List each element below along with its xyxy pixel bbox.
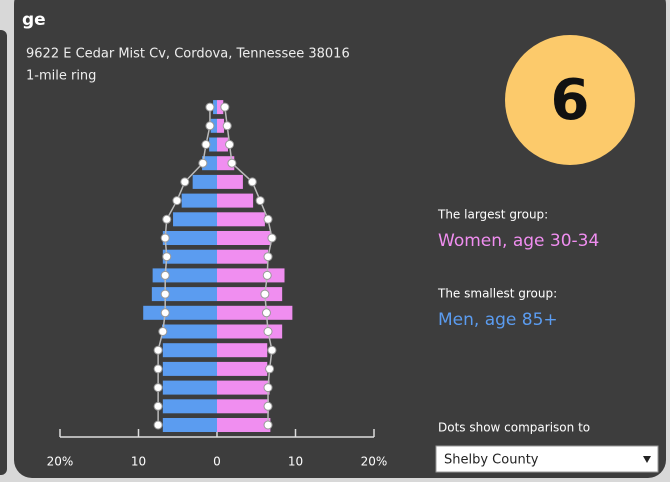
largest-value: Women, age 30-34 <box>438 231 599 251</box>
bar <box>162 324 217 339</box>
bar <box>217 361 268 376</box>
bar <box>152 268 217 283</box>
bar <box>217 231 272 245</box>
bar <box>162 361 217 376</box>
select-arrow <box>643 456 651 463</box>
comparison-dot <box>153 364 163 374</box>
comparison-dot <box>205 102 215 112</box>
bar <box>217 118 225 133</box>
comparison-dot <box>222 121 232 131</box>
comparison-dot <box>267 345 277 355</box>
comparison-dot <box>255 196 265 206</box>
comparison-dot <box>262 270 272 280</box>
comparison-dot <box>160 233 170 243</box>
comparison-dot <box>153 345 163 355</box>
comparison-dot <box>263 420 273 430</box>
comparison-dot <box>180 177 190 187</box>
largest-label: The largest group: <box>437 208 548 222</box>
badge <box>505 35 635 165</box>
x-tick-label: 20% <box>47 455 74 469</box>
comparison-dot <box>160 289 170 299</box>
bar <box>217 399 269 414</box>
bar <box>143 305 217 320</box>
bar <box>209 137 217 152</box>
bar <box>217 137 228 152</box>
comparison-dot <box>198 158 208 168</box>
bar <box>151 287 217 302</box>
comparison-dot <box>263 252 273 262</box>
comparison-dot <box>153 383 163 393</box>
bar <box>162 380 217 395</box>
comparison-dot <box>261 308 271 318</box>
smallest-value: Men, age 85+ <box>438 310 558 330</box>
bar <box>217 380 270 395</box>
ring: 1-mile ring <box>26 69 96 84</box>
bar <box>217 305 293 320</box>
comparison-dot <box>201 140 211 149</box>
bar <box>162 249 217 264</box>
x-tick-label: 10 <box>288 455 303 469</box>
comparison-dot <box>160 270 170 280</box>
title: ge <box>22 10 46 30</box>
comparison-dot <box>227 158 237 168</box>
comparison-dot <box>153 401 163 411</box>
bar <box>162 343 217 358</box>
comparison-dot <box>263 214 273 224</box>
bar <box>217 418 271 432</box>
comparison-dot <box>220 102 230 112</box>
bar <box>217 268 285 283</box>
comparison-dot <box>172 196 182 206</box>
bar <box>217 287 283 302</box>
compare-label: Dots show comparison to <box>438 421 590 435</box>
bar <box>181 193 217 208</box>
bar <box>213 100 217 115</box>
comparison-dot <box>263 401 273 411</box>
bar <box>217 212 265 227</box>
comparison-dot <box>160 308 170 318</box>
comparison-dot <box>225 140 235 149</box>
comparison-dot <box>260 289 270 299</box>
comparison-dot <box>162 252 172 262</box>
compare-select-text: Shelby County <box>444 453 539 468</box>
bar <box>192 174 217 189</box>
comparison-dot <box>263 383 273 393</box>
comparison-dot <box>263 327 273 336</box>
x-tick-label: 20% <box>361 455 388 469</box>
smallest-label: The smallest group: <box>437 287 557 301</box>
side-panel <box>0 30 7 475</box>
bar <box>162 399 217 414</box>
x-tick-label: 0 <box>213 455 221 469</box>
comparison-dot <box>247 177 257 187</box>
bar <box>217 249 269 264</box>
bar <box>162 418 217 432</box>
comparison-dot <box>265 364 275 374</box>
comparison-dot <box>153 420 163 430</box>
x-tick-label: 10 <box>131 455 146 469</box>
compare-select[interactable] <box>435 445 659 473</box>
subtitle: 9622 E Cedar Mist Cv, Cordova, Tennessee… <box>26 47 350 62</box>
comparison-dot <box>267 233 277 243</box>
bar <box>162 231 217 245</box>
panel <box>14 0 666 478</box>
bar <box>173 212 217 227</box>
bar <box>202 156 217 171</box>
bar <box>217 193 254 208</box>
comparison-dot <box>162 214 172 224</box>
bar <box>217 100 224 115</box>
comparison-dot <box>205 121 215 131</box>
bar <box>217 174 243 189</box>
bar <box>217 343 268 358</box>
badge-number: 6 <box>551 68 590 133</box>
comparison-dot <box>158 327 168 336</box>
